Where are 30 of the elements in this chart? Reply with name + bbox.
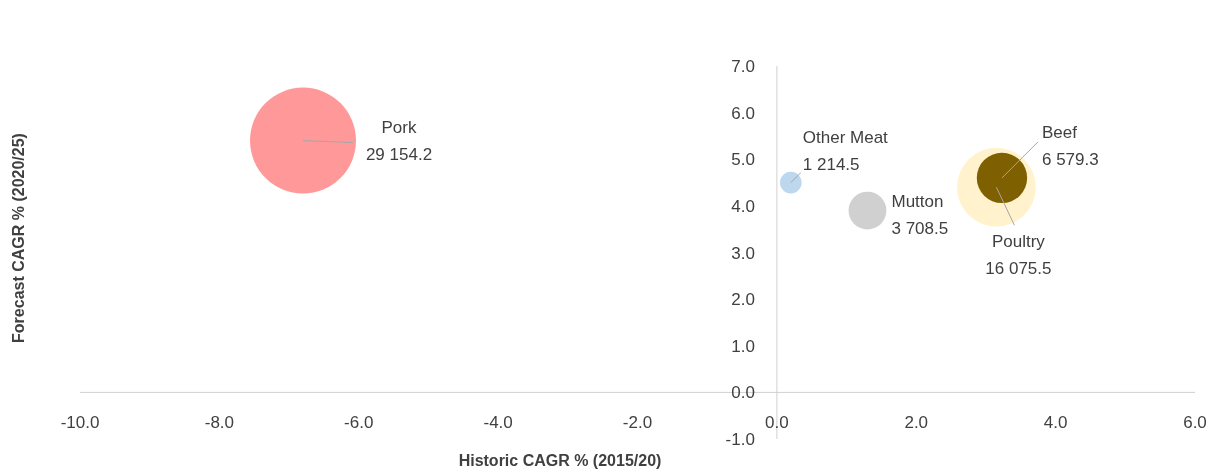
x-tick-label: 4.0: [1043, 413, 1068, 432]
series-label: Mutton: [891, 191, 944, 211]
y-tick-label: 0.0: [731, 383, 755, 403]
series-label: Poultry: [991, 232, 1046, 252]
data-label: 6 579.3: [1041, 149, 1099, 169]
x-tick-label: -10.0: [60, 413, 100, 432]
y-tick-label: -1.0: [725, 430, 755, 449]
y-tick-label: 3.0: [731, 243, 755, 263]
y-tick-label: 7.0: [731, 57, 755, 76]
series-label: Pork: [381, 117, 417, 137]
y-tick-label: 4.0: [731, 196, 755, 216]
data-label: 16 075.5: [985, 259, 1052, 279]
data-label: 29 154.2: [365, 144, 433, 164]
x-tick-label: -8.0: [204, 413, 235, 432]
series-label: Other Meat: [802, 127, 889, 147]
x-tick-label: 2.0: [904, 413, 929, 432]
x-tick-label: -2.0: [622, 413, 653, 432]
y-tick-label: 1.0: [731, 336, 755, 356]
x-tick-label: -4.0: [483, 413, 513, 432]
data-label: 1 214.5: [802, 154, 860, 174]
y-axis-title: Forecast CAGR % (2020/25): [10, 133, 27, 343]
x-tick-label: 0.0: [765, 413, 789, 432]
series-label: Beef: [1041, 122, 1078, 142]
y-tick-label: 6.0: [731, 103, 755, 123]
x-tick-label: 6.0: [1183, 413, 1207, 432]
x-tick-label: -6.0: [344, 413, 374, 432]
data-label: 3 708.5: [891, 218, 949, 238]
y-tick-label: 5.0: [731, 150, 755, 170]
x-axis-title: Historic CAGR % (2015/20): [458, 452, 662, 469]
y-tick-label: 2.0: [731, 290, 755, 310]
